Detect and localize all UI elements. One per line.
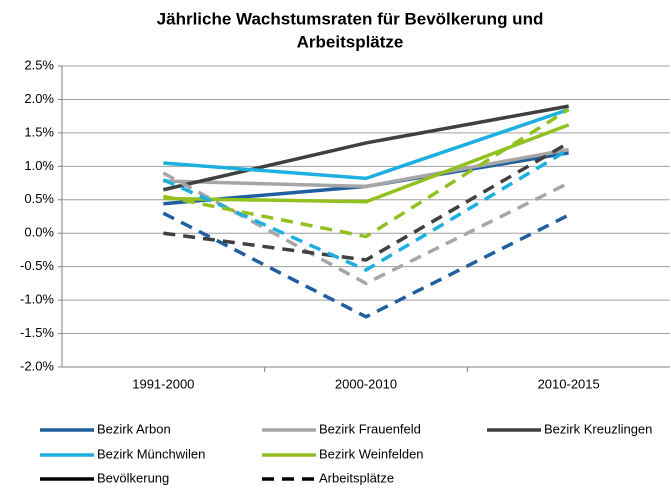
y-tick-label: 1.0% <box>24 158 54 173</box>
y-tick-label: 0.5% <box>24 191 54 206</box>
y-tick-label: -0.5% <box>20 258 54 273</box>
legend-label: Bezirk Münchwilen <box>97 446 205 461</box>
chart-title: Arbeitsplätze <box>297 32 404 51</box>
legend-label: Bezirk Kreuzlingen <box>544 421 652 436</box>
series-line <box>163 147 569 189</box>
legend-label: Bezirk Arbon <box>97 421 171 436</box>
chart-title: Jährliche Wachstumsraten für Bevölkerung… <box>157 9 544 28</box>
legend-label: Bezirk Frauenfeld <box>319 421 421 436</box>
y-tick-label: -2.0% <box>20 358 54 373</box>
legend-label: Bevölkerung <box>97 470 169 485</box>
legend-label: Arbeitsplätze <box>319 470 394 485</box>
legend-label: Bezirk Weinfelden <box>319 446 424 461</box>
x-tick-label: 2000-2010 <box>335 376 397 391</box>
y-tick-label: 1.5% <box>24 124 54 139</box>
y-tick-label: -1.5% <box>20 325 54 340</box>
series-line <box>162 171 570 286</box>
series-line <box>162 211 570 319</box>
series-line <box>163 107 570 181</box>
series-line <box>162 107 570 239</box>
x-tick-label: 2010-2015 <box>538 376 600 391</box>
series-line <box>162 148 570 272</box>
x-tick-label: 1991-2000 <box>132 376 194 391</box>
y-tick-label: 0.0% <box>24 225 54 240</box>
series-line <box>162 104 569 192</box>
y-tick-label: 2.5% <box>24 57 54 72</box>
y-tick-label: -1.0% <box>20 292 54 307</box>
y-tick-label: 2.0% <box>24 91 54 106</box>
series-line <box>163 141 570 262</box>
